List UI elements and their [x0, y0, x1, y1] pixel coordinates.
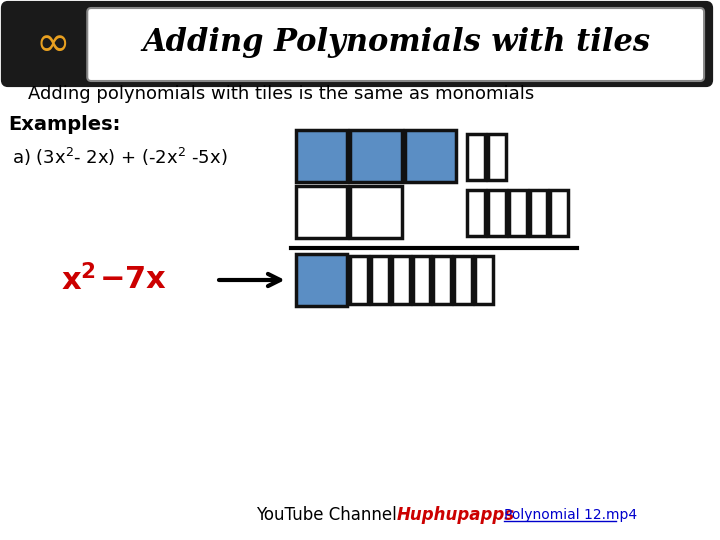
Bar [467, 190, 485, 236]
Bar [371, 256, 389, 304]
FancyBboxPatch shape [87, 8, 704, 81]
Bar [295, 254, 347, 306]
Bar [488, 134, 505, 180]
Text: YouTube Channel: YouTube Channel [256, 506, 402, 524]
Text: Adding polynomials with tiles is the same as monomials: Adding polynomials with tiles is the sam… [28, 85, 534, 103]
Bar [475, 256, 493, 304]
FancyBboxPatch shape [3, 3, 711, 85]
Bar [392, 256, 410, 304]
Text: $\mathbf{x^2}$: $\mathbf{x^2}$ [61, 264, 96, 296]
Bar [529, 190, 547, 236]
Bar [454, 256, 472, 304]
Bar [488, 190, 505, 236]
Text: Examples:: Examples: [8, 116, 120, 134]
Text: Polynomial 12.mp4: Polynomial 12.mp4 [504, 508, 637, 522]
Bar [350, 256, 368, 304]
Text: a) (3x$^2$- 2x) + (-2x$^2$ -5x): a) (3x$^2$- 2x) + (-2x$^2$ -5x) [12, 146, 228, 168]
Bar [350, 186, 402, 238]
Bar [295, 186, 347, 238]
Bar [350, 130, 402, 182]
Text: $\mathbf{- 7x}$: $\mathbf{- 7x}$ [99, 266, 167, 294]
Bar [467, 134, 485, 180]
Bar [509, 190, 526, 236]
Bar [550, 190, 568, 236]
Bar [295, 130, 347, 182]
Text: $\infty$: $\infty$ [35, 22, 68, 64]
Bar [413, 256, 431, 304]
Text: Huphupapps: Huphupapps [397, 506, 515, 524]
Bar [405, 130, 456, 182]
Text: Adding Polynomials with tiles: Adding Polynomials with tiles [143, 28, 651, 58]
Bar [433, 256, 451, 304]
